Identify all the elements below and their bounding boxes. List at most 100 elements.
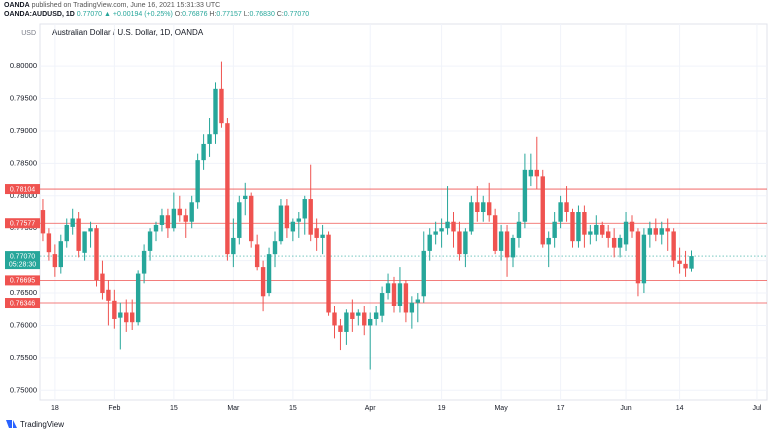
- x-tick-label: Feb: [108, 405, 120, 412]
- y-tick-label: 0.76000: [10, 320, 37, 329]
- x-tick-label: Jul: [752, 405, 761, 412]
- candle-body: [570, 212, 575, 242]
- candle-body: [481, 202, 486, 212]
- candle-body: [296, 218, 301, 222]
- candle-body: [689, 256, 694, 269]
- countdown: 05:28:30: [9, 261, 36, 268]
- candle-body: [623, 221, 629, 245]
- candle-body: [100, 273, 105, 294]
- field-label: H:: [209, 11, 217, 18]
- candle-body: [588, 231, 593, 235]
- candle-body: [564, 202, 569, 212]
- candle-body: [653, 228, 658, 235]
- candle-body: [64, 224, 69, 242]
- candle-body: [153, 224, 159, 232]
- candle-body: [135, 273, 141, 323]
- y-tick-label: 0.75500: [10, 353, 37, 362]
- brand-logo: [6, 420, 17, 428]
- candle-body: [397, 283, 403, 306]
- candle-body: [344, 312, 349, 332]
- candle-body: [594, 224, 599, 235]
- last: 0.77070: [76, 11, 103, 18]
- field-label: C:: [276, 11, 284, 18]
- candle-body: [385, 283, 391, 294]
- candle-body: [213, 88, 218, 135]
- field-label: O:: [174, 11, 183, 18]
- field-label: L:: [243, 11, 250, 18]
- candle-body: [124, 312, 129, 323]
- candle-body: [433, 231, 438, 235]
- level-label: 0.76695: [10, 278, 35, 285]
- y-tick-label: 0.75000: [10, 385, 37, 394]
- candle-body: [469, 202, 474, 232]
- candle-body: [600, 224, 605, 235]
- x-tick-label: 19: [438, 405, 446, 412]
- candle-body: [606, 231, 611, 238]
- level-label-box: [5, 275, 40, 286]
- candle-body: [373, 312, 379, 319]
- candle-body: [683, 263, 688, 269]
- x-tick-label: May: [494, 405, 508, 412]
- field: O:0.76876: [175, 11, 208, 18]
- level-label: 0.78104: [10, 186, 35, 193]
- candle-body: [403, 283, 409, 313]
- candle-body: [457, 231, 462, 255]
- y-tick-label: 0.76500: [10, 288, 37, 297]
- candle-body: [201, 143, 206, 161]
- y-tick-label: 0.79500: [10, 94, 37, 103]
- candle-body: [332, 312, 337, 326]
- candle-body: [118, 312, 123, 318]
- symbol: OANDA:AUDUSD, 1D: [4, 11, 75, 18]
- candle-body: [320, 234, 325, 238]
- x-tick-label: 15: [170, 405, 178, 412]
- x-tick-label: Mar: [227, 405, 240, 412]
- publish-line: OANDA published on TradingView.com, June…: [4, 1, 309, 10]
- candle-body: [272, 241, 278, 255]
- candle-body: [540, 176, 545, 245]
- candle-body: [147, 231, 153, 251]
- candle-body: [391, 283, 397, 306]
- x-tick-label: 17: [557, 405, 565, 412]
- publisher: OANDA: [4, 2, 30, 9]
- field: H:0.77157: [209, 11, 241, 18]
- field: C:0.77070: [277, 11, 309, 18]
- header: OANDA published on TradingView.com, June…: [4, 1, 309, 19]
- candle-body: [546, 237, 551, 245]
- level-label: 0.77577: [10, 221, 35, 228]
- plot-frame: [39, 23, 768, 401]
- field-value: 0.76876: [182, 11, 208, 18]
- published: published on TradingView.com, June 16, 2…: [31, 2, 221, 9]
- plot: [40, 24, 767, 400]
- candle-body: [195, 160, 200, 203]
- unit-label: USD: [21, 30, 36, 37]
- field-value: 0.77157: [216, 11, 242, 18]
- candle-body: [40, 210, 46, 234]
- candle-body: [415, 299, 420, 303]
- candle-body: [308, 199, 313, 235]
- y-tick-label: 0.78000: [10, 191, 37, 200]
- candle-body: [475, 202, 480, 212]
- x-tick-label: 14: [676, 405, 684, 412]
- candle-body: [552, 221, 557, 238]
- y-tick-label: 0.79000: [10, 126, 37, 135]
- candle-body: [498, 231, 504, 251]
- candle-body: [510, 237, 516, 258]
- candle-body: [379, 293, 385, 316]
- candle-body: [677, 260, 682, 264]
- candle-body: [665, 228, 670, 232]
- candle-body: [249, 195, 254, 242]
- candle-body: [46, 233, 52, 253]
- current-price-label: 0.77070: [10, 253, 35, 260]
- candle-body: [516, 221, 522, 238]
- level-label-box: [5, 184, 40, 195]
- x-tick-label: Apr: [365, 405, 377, 412]
- candle-body: [266, 254, 272, 294]
- x-tick-label: 15: [289, 405, 297, 412]
- candle-body: [130, 312, 135, 323]
- y-tick-label: 0.80000: [10, 61, 37, 70]
- candle-body: [159, 215, 165, 225]
- field: L:0.76830: [244, 11, 275, 18]
- candle-body: [528, 169, 534, 177]
- candle-body: [421, 250, 426, 297]
